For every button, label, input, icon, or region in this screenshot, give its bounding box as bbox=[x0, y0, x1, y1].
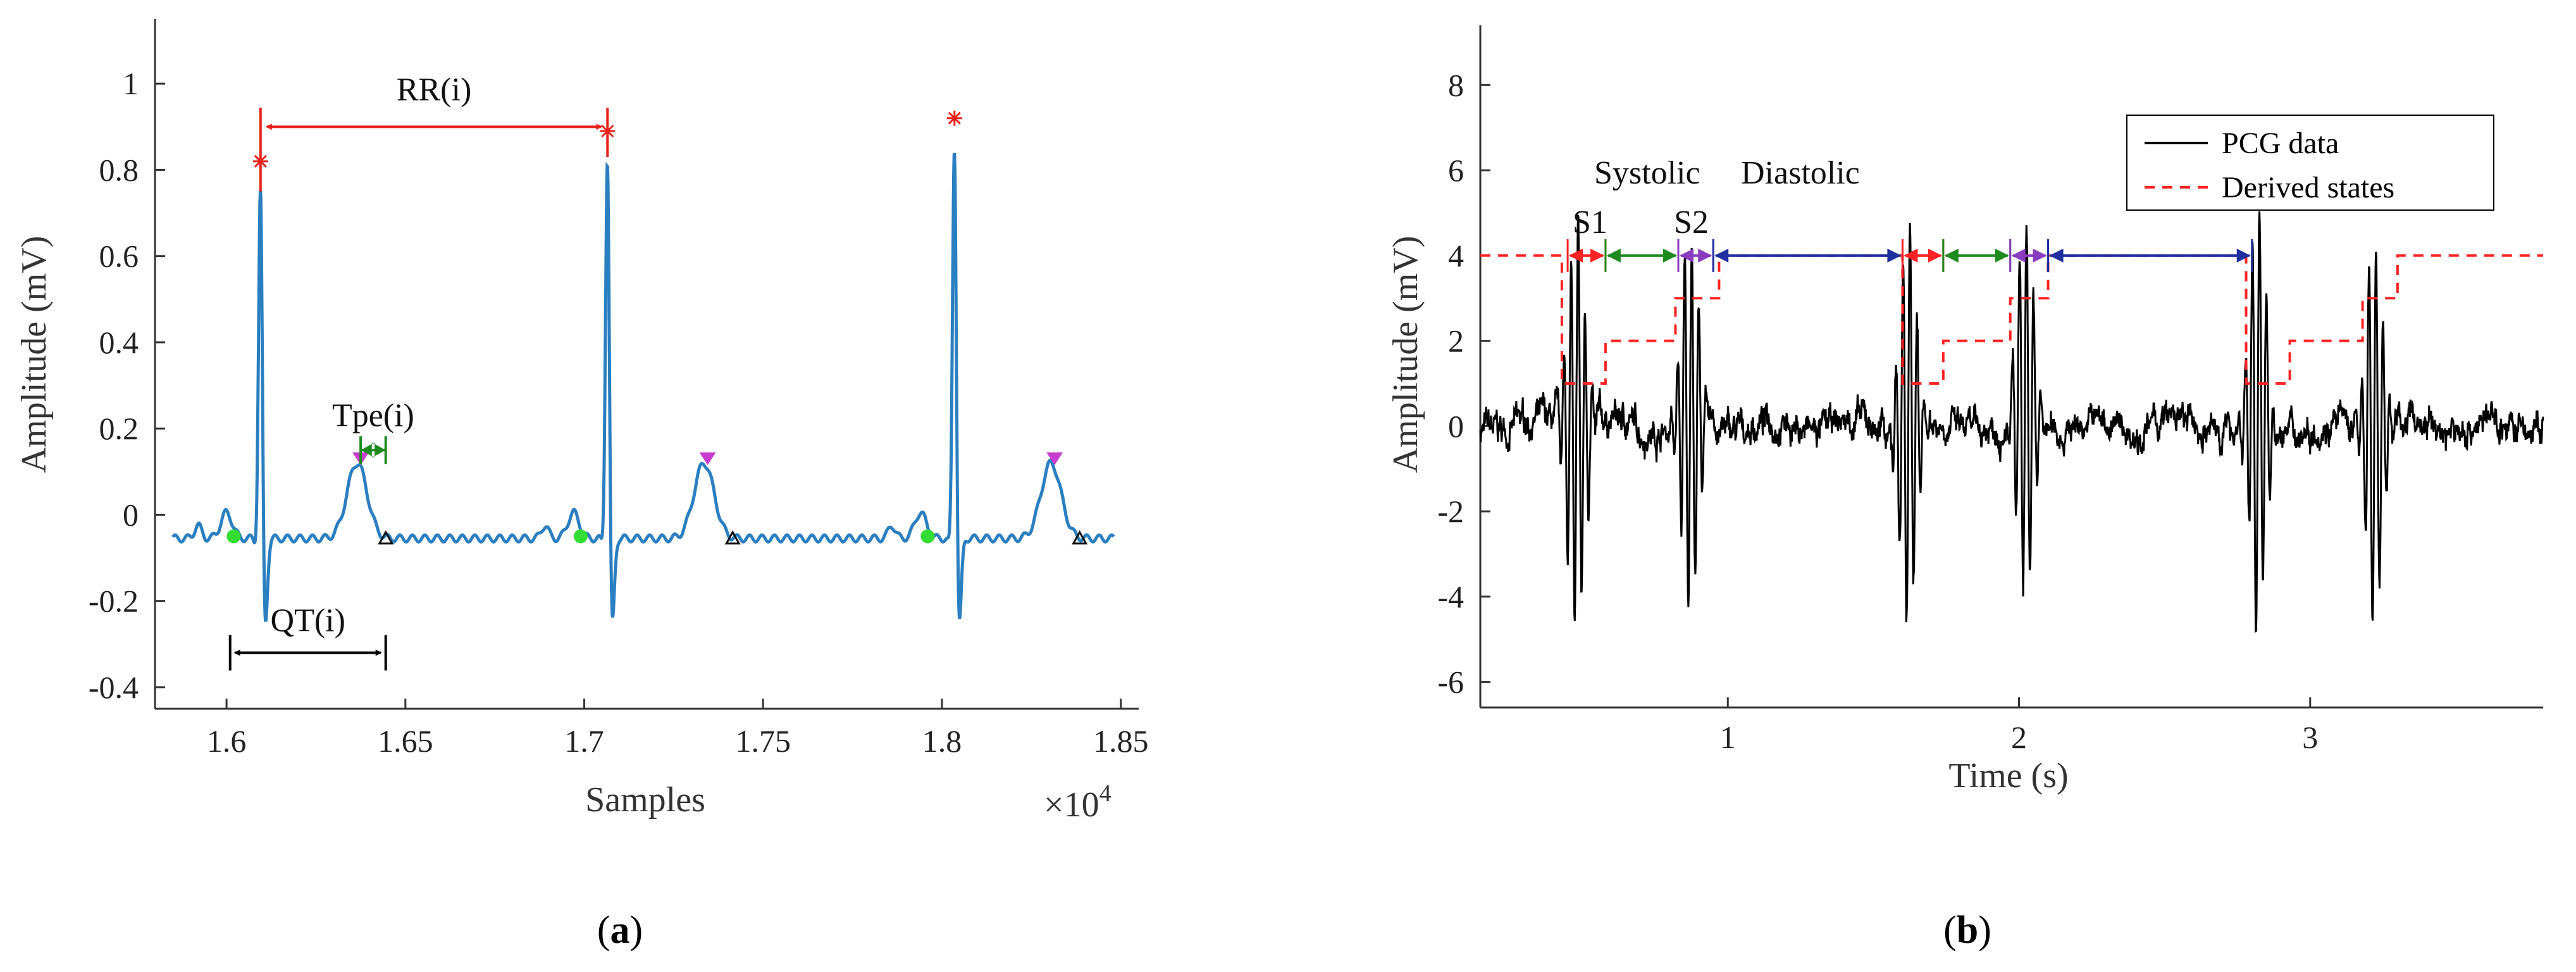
t-end-marker bbox=[724, 530, 741, 545]
pcg-y-ticks: -6 -4 -2 0 2 4 6 8 bbox=[1437, 67, 1490, 700]
ecg-signal-line bbox=[171, 153, 1115, 622]
pcg-y-tick-label: 2 bbox=[1448, 323, 1464, 359]
ecg-y-tick-label: 0.4 bbox=[99, 325, 139, 360]
ecg-x-tick-label: 1.75 bbox=[736, 723, 791, 759]
ecg-x-tick-label: 1.6 bbox=[207, 723, 247, 759]
ecg-y-tick-label: 0 bbox=[123, 497, 139, 532]
ecg-x-axis-label: Samples bbox=[585, 780, 705, 819]
rr-label: RR(i) bbox=[397, 72, 471, 108]
pcg-y-tick-label: -6 bbox=[1437, 664, 1464, 700]
ecg-y-tick-label: 0.2 bbox=[99, 411, 139, 446]
phase-arrow bbox=[1604, 239, 1680, 272]
ecg-axes bbox=[154, 19, 1139, 710]
legend-pcg-label: PCG data bbox=[2222, 127, 2339, 160]
legend-states-label: Derived states bbox=[2222, 171, 2394, 204]
ecg-x-ticks: 1.6 1.65 1.7 1.75 1.8 1.85 bbox=[207, 699, 1149, 759]
phase-arrow bbox=[1942, 239, 2012, 272]
tpe-interval-arrow bbox=[359, 436, 387, 464]
ecg-y-axis-label: Amplitude (mV) bbox=[15, 236, 54, 473]
ecg-annotations: RR(i) QT(i) Tpe(i) bbox=[228, 72, 609, 671]
t-peak-marker bbox=[699, 452, 716, 465]
phase-arrow bbox=[1712, 239, 1904, 272]
panel-label-b: (b) bbox=[1943, 909, 1991, 952]
ecg-y-tick-label: 1 bbox=[123, 66, 139, 101]
phase-arrow bbox=[2009, 239, 2050, 272]
pcg-y-tick-label: 8 bbox=[1448, 67, 1464, 103]
qrs-onset-marker bbox=[920, 529, 935, 544]
ecg-x-tick-label: 1.7 bbox=[564, 723, 604, 759]
diastolic-label: Diastolic bbox=[1741, 155, 1860, 191]
qrs-onset-marker bbox=[226, 529, 241, 544]
pcg-legend: PCG data Derived states bbox=[2126, 115, 2494, 211]
t-peak-marker bbox=[1046, 452, 1063, 465]
ecg-y-tick-label: -0.4 bbox=[89, 670, 139, 705]
ecg-x-multiplier-exp: 4 bbox=[1099, 780, 1112, 807]
phase-arrow bbox=[2047, 239, 2253, 272]
pcg-x-tick-label: 1 bbox=[1720, 720, 1736, 755]
legend-box bbox=[2126, 115, 2494, 211]
t-end-marker bbox=[378, 530, 394, 545]
ecg-x-tick-label: 1.65 bbox=[378, 723, 433, 759]
ecg-y-tick-label: -0.2 bbox=[89, 583, 139, 619]
qt-label: QT(i) bbox=[271, 602, 345, 639]
pcg-y-axis-label: Amplitude (mV) bbox=[1386, 236, 1425, 473]
pcg-x-tick-label: 2 bbox=[2011, 720, 2027, 755]
qrs-onset-marker bbox=[573, 529, 588, 544]
ecg-x-tick-label: 1.85 bbox=[1093, 723, 1149, 759]
ecg-y-ticks: -0.4 -0.2 0 0.2 0.4 0.6 0.8 1 bbox=[89, 66, 165, 705]
panel-label-a: (a) bbox=[597, 909, 643, 952]
ecg-x-multiplier: ×104 bbox=[1044, 780, 1112, 825]
ecg-y-tick-label: 0.8 bbox=[99, 152, 139, 187]
s2-label: S2 bbox=[1674, 204, 1709, 240]
systolic-label: Systolic bbox=[1594, 155, 1700, 191]
tpe-label: Tpe(i) bbox=[332, 397, 414, 433]
pcg-y-tick-label: 4 bbox=[1448, 238, 1464, 273]
pcg-y-tick-label: -2 bbox=[1437, 494, 1464, 529]
pcg-y-tick-label: -4 bbox=[1437, 579, 1464, 614]
s1-label: S1 bbox=[1573, 204, 1607, 240]
pcg-y-tick-label: 0 bbox=[1448, 408, 1464, 444]
pcg-y-tick-label: 6 bbox=[1448, 153, 1464, 188]
ecg-x-multiplier-base: ×10 bbox=[1044, 785, 1099, 825]
pcg-x-tick-label: 3 bbox=[2302, 720, 2318, 755]
phase-arrow bbox=[1566, 239, 1607, 272]
pcg-signal-line bbox=[1479, 211, 2544, 633]
pcg-x-ticks: 1 2 3 bbox=[1720, 697, 2318, 755]
ecg-y-tick-label: 0.6 bbox=[99, 239, 139, 274]
r-peak-marker bbox=[946, 110, 962, 126]
cardiac-phase-arrows bbox=[1566, 239, 2253, 272]
pcg-axes bbox=[1479, 25, 2543, 709]
t-end-marker bbox=[1072, 530, 1088, 545]
derived-states-line bbox=[1480, 254, 2543, 385]
ecg-x-tick-label: 1.8 bbox=[922, 723, 962, 759]
pcg-x-axis-label: Time (s) bbox=[1948, 756, 2068, 795]
ecg-chart: -0.4 -0.2 0 0.2 0.4 0.6 0.8 1 1.6 1.65 1.7 1.75 1.8… bbox=[15, 19, 1148, 952]
